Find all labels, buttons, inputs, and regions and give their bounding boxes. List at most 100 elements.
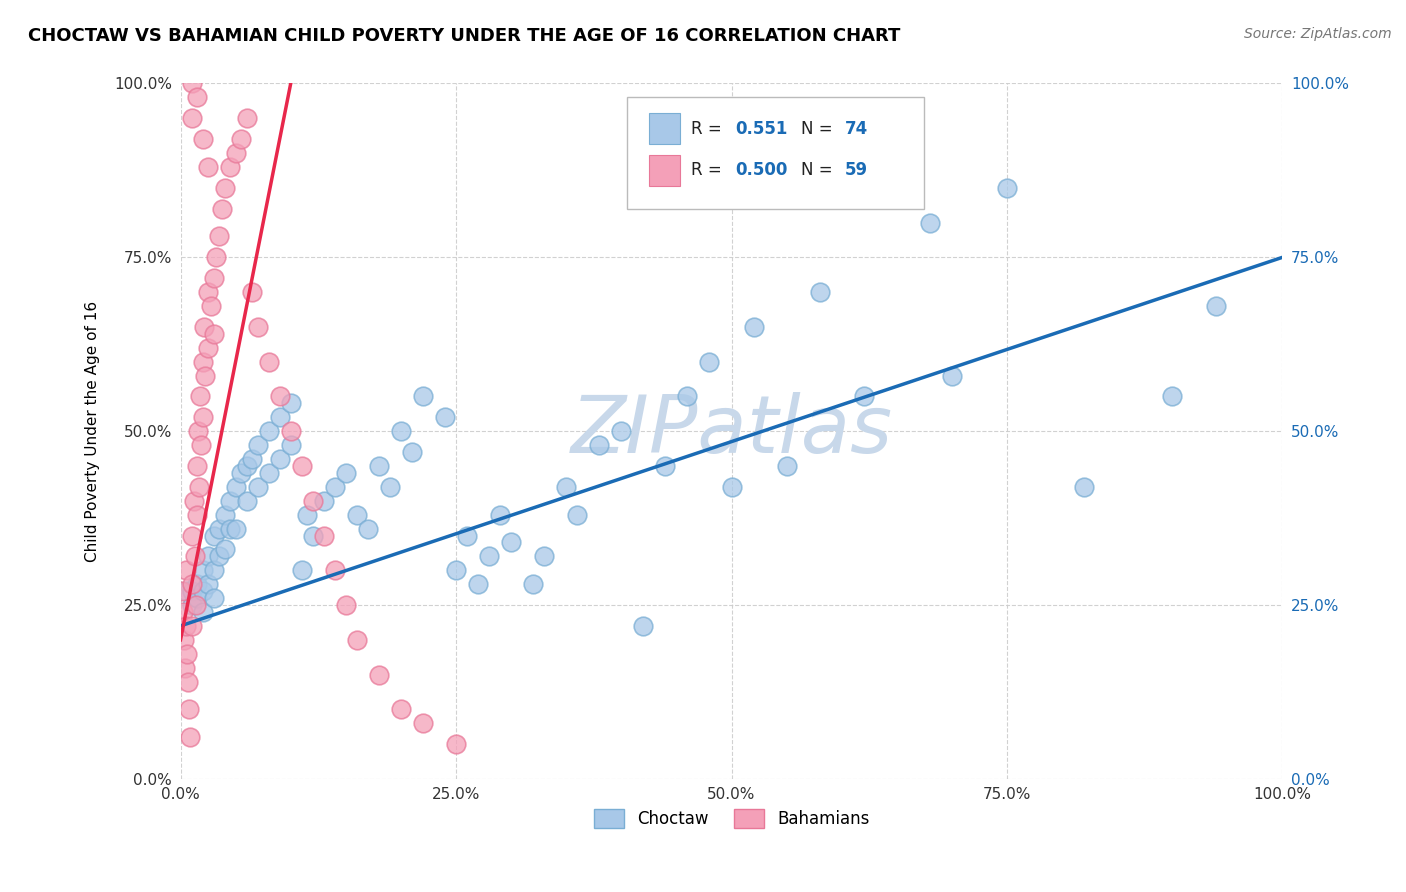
Point bbox=[456, 528, 478, 542]
Text: Source: ZipAtlas.com: Source: ZipAtlas.com bbox=[1244, 27, 1392, 41]
Point bbox=[172, 605, 194, 619]
Point bbox=[269, 389, 291, 403]
Point bbox=[197, 160, 219, 174]
Point bbox=[444, 737, 467, 751]
Point bbox=[219, 160, 242, 174]
Point bbox=[179, 730, 201, 744]
Point bbox=[194, 368, 217, 383]
Point bbox=[235, 493, 257, 508]
Point bbox=[633, 619, 655, 633]
Point bbox=[412, 389, 434, 403]
Point bbox=[533, 549, 555, 564]
Point bbox=[184, 598, 207, 612]
Point bbox=[202, 326, 225, 341]
Point bbox=[208, 522, 231, 536]
Point bbox=[211, 202, 233, 216]
Point bbox=[555, 480, 578, 494]
Point bbox=[180, 77, 202, 91]
FancyBboxPatch shape bbox=[648, 113, 679, 145]
Point bbox=[378, 480, 401, 494]
Point bbox=[191, 410, 214, 425]
Point bbox=[478, 549, 501, 564]
Point bbox=[174, 660, 197, 674]
Point bbox=[1205, 299, 1227, 313]
Point bbox=[335, 598, 357, 612]
Point bbox=[186, 577, 208, 591]
Point bbox=[567, 508, 589, 522]
Point bbox=[191, 584, 214, 599]
Point bbox=[323, 563, 346, 577]
Point bbox=[654, 458, 676, 473]
Point bbox=[312, 528, 335, 542]
Point bbox=[186, 90, 208, 104]
Text: 59: 59 bbox=[845, 161, 868, 179]
Point bbox=[202, 271, 225, 285]
Point bbox=[202, 528, 225, 542]
Point bbox=[1161, 389, 1184, 403]
Point bbox=[235, 112, 257, 126]
Point bbox=[323, 480, 346, 494]
Point bbox=[941, 368, 963, 383]
Point bbox=[852, 389, 875, 403]
Point bbox=[246, 480, 269, 494]
Point bbox=[240, 285, 263, 299]
Point bbox=[291, 563, 314, 577]
Point bbox=[346, 632, 368, 647]
Point bbox=[208, 229, 231, 244]
Text: 0.551: 0.551 bbox=[735, 120, 787, 137]
Point bbox=[918, 215, 941, 229]
Text: CHOCTAW VS BAHAMIAN CHILD POVERTY UNDER THE AGE OF 16 CORRELATION CHART: CHOCTAW VS BAHAMIAN CHILD POVERTY UNDER … bbox=[28, 27, 900, 45]
Point bbox=[588, 438, 610, 452]
FancyBboxPatch shape bbox=[648, 154, 679, 186]
Point bbox=[202, 563, 225, 577]
Point bbox=[186, 508, 208, 522]
Point bbox=[186, 458, 208, 473]
Point bbox=[522, 577, 544, 591]
Point bbox=[389, 702, 412, 716]
Point bbox=[170, 584, 193, 599]
Legend: Choctaw, Bahamians: Choctaw, Bahamians bbox=[589, 804, 875, 833]
Point bbox=[197, 549, 219, 564]
Point bbox=[742, 319, 765, 334]
Point bbox=[176, 647, 198, 661]
Point bbox=[367, 667, 389, 681]
Point bbox=[489, 508, 512, 522]
Point bbox=[180, 598, 202, 612]
Point bbox=[297, 508, 319, 522]
Text: N =: N = bbox=[801, 120, 838, 137]
Point bbox=[200, 299, 222, 313]
Point bbox=[291, 458, 314, 473]
Point bbox=[208, 549, 231, 564]
Point bbox=[720, 480, 742, 494]
Point bbox=[197, 285, 219, 299]
Point bbox=[174, 563, 197, 577]
Point bbox=[180, 112, 202, 126]
Point bbox=[187, 424, 209, 438]
Text: ZIPatlas: ZIPatlas bbox=[571, 392, 893, 470]
Point bbox=[219, 493, 242, 508]
Point bbox=[191, 605, 214, 619]
Point bbox=[401, 445, 423, 459]
Point bbox=[610, 424, 633, 438]
Point bbox=[191, 132, 214, 146]
Point bbox=[202, 591, 225, 606]
Point bbox=[183, 493, 205, 508]
Point bbox=[995, 180, 1018, 194]
Point bbox=[775, 458, 797, 473]
Point bbox=[501, 535, 523, 549]
Point bbox=[191, 354, 214, 368]
Point bbox=[190, 438, 212, 452]
Point bbox=[219, 522, 242, 536]
Point bbox=[204, 250, 226, 264]
Text: R =: R = bbox=[690, 161, 727, 179]
Point bbox=[193, 319, 215, 334]
Text: 74: 74 bbox=[845, 120, 869, 137]
Point bbox=[174, 619, 197, 633]
Point bbox=[214, 542, 236, 557]
Point bbox=[269, 452, 291, 467]
Point bbox=[433, 410, 456, 425]
FancyBboxPatch shape bbox=[627, 97, 924, 209]
Point bbox=[389, 424, 412, 438]
Point bbox=[180, 577, 202, 591]
Point bbox=[188, 480, 211, 494]
